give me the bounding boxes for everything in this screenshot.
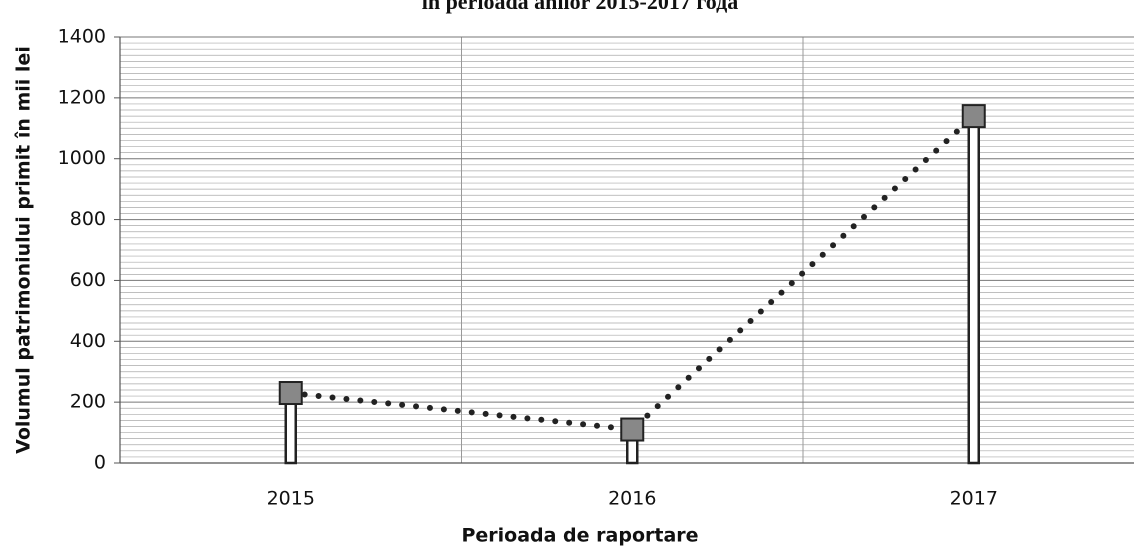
- y-axis-label: Volumul patrimoniului primit în mii lei: [13, 46, 35, 454]
- x-tick-label: 2015: [267, 488, 315, 510]
- y-tick-label: 400: [70, 330, 106, 352]
- drop-line: [967, 114, 980, 465]
- y-tick-label: 1200: [58, 86, 106, 108]
- series-line: [287, 113, 977, 433]
- x-tick-label: 2017: [950, 488, 998, 510]
- y-tick-label: 600: [70, 269, 106, 291]
- marker: [620, 417, 645, 442]
- y-tick-label: 200: [70, 391, 106, 413]
- y-tick-label: 1400: [58, 26, 106, 48]
- y-tick-label: 0: [94, 452, 106, 474]
- y-tick-label: 800: [70, 208, 106, 230]
- x-axis-label: Perioada de raportare: [461, 525, 698, 547]
- marker: [278, 381, 303, 406]
- chart-title: în perioada anilor 2015-2017 года: [421, 0, 739, 14]
- x-tick-label: 2016: [608, 488, 656, 510]
- y-tick-label: 1000: [58, 147, 106, 169]
- marker: [961, 104, 986, 129]
